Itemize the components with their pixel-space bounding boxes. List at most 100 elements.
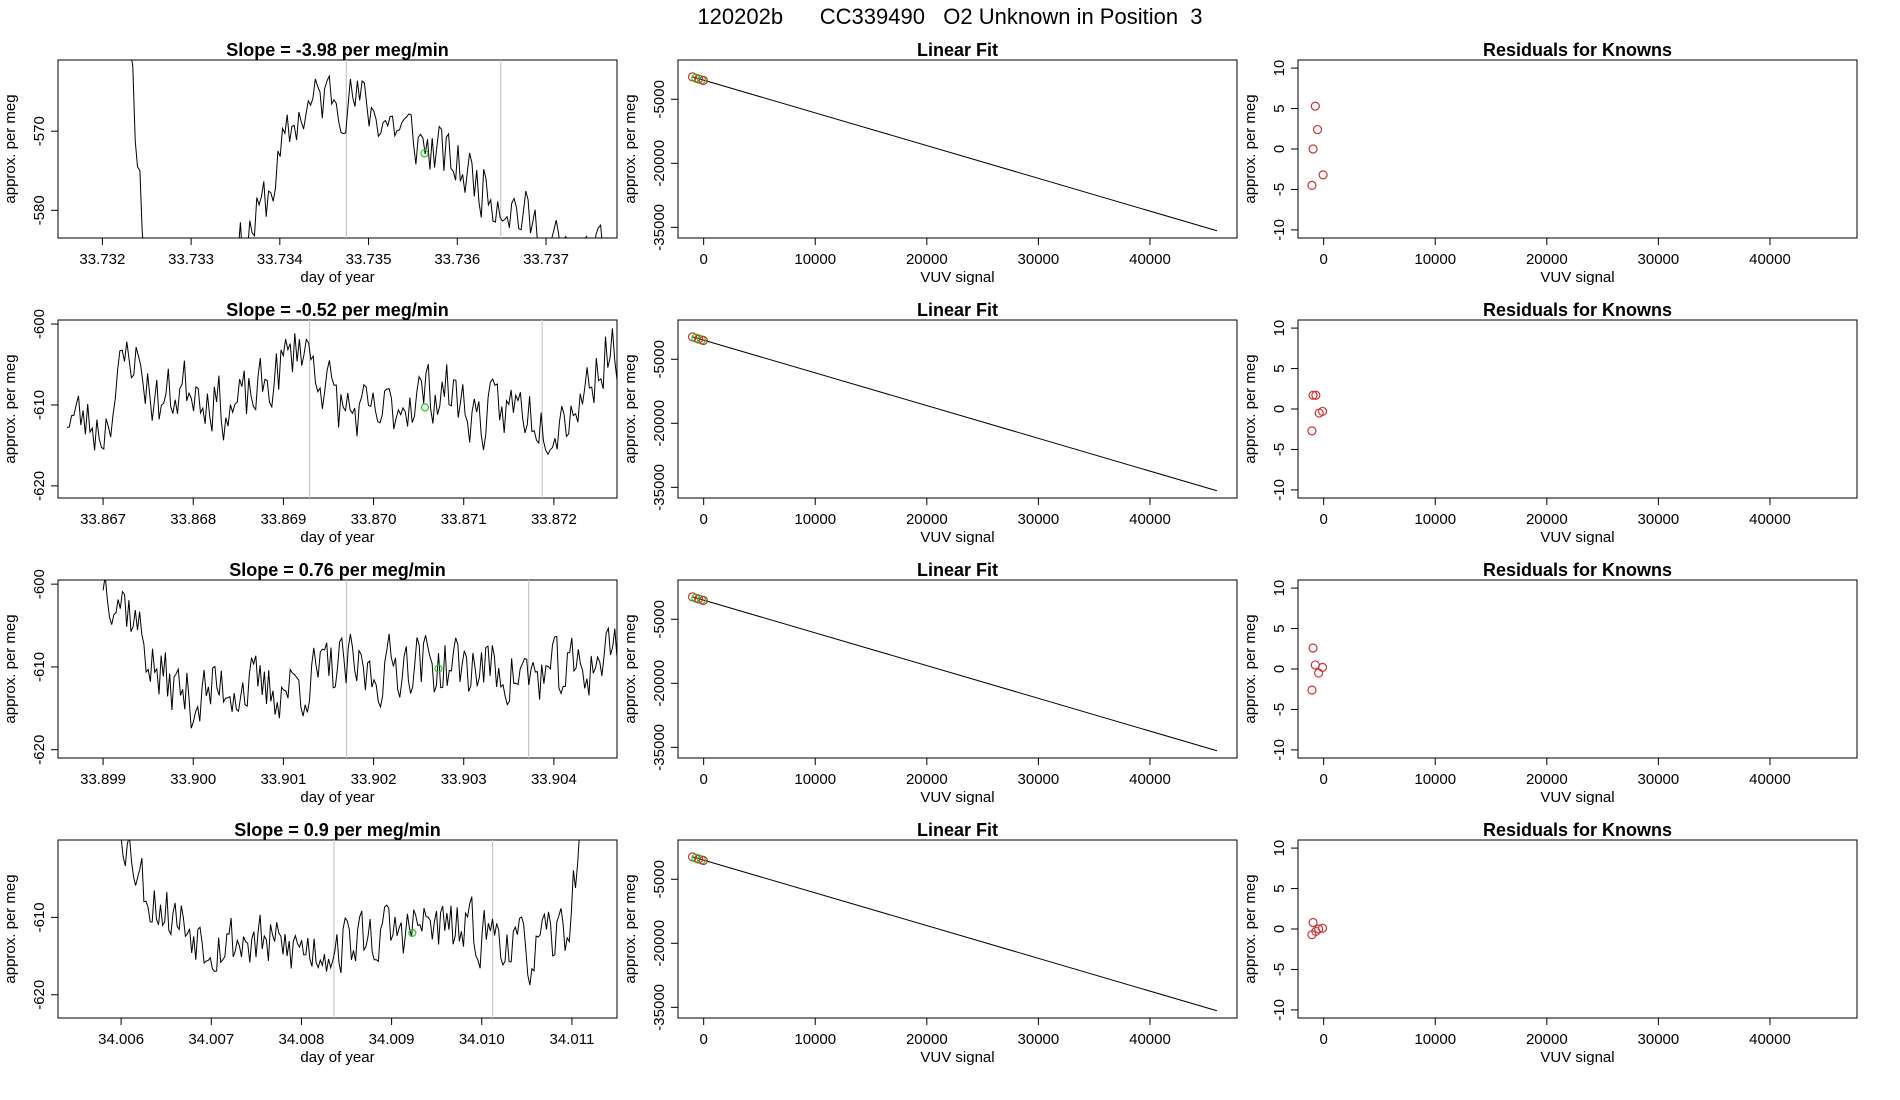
x-tick-label: 33.737 (523, 251, 569, 268)
x-tick-label: 33.902 (351, 771, 397, 788)
data-point (1307, 426, 1317, 436)
y-axis-label: approx. per meg (622, 354, 639, 463)
data-point (698, 335, 709, 346)
x-tick-label: 20000 (906, 771, 948, 788)
plot-frame (57, 579, 618, 759)
data-point (1307, 685, 1317, 695)
x-tick-label: 33.904 (531, 771, 577, 788)
y-tick-label: -5 (1271, 443, 1288, 456)
plot-frame (677, 839, 1238, 1019)
y-tick-label: -5000 (651, 600, 668, 638)
x-axis-label: VUV signal (920, 529, 994, 546)
x-tick-label: 33.736 (434, 251, 480, 268)
y-tick-label: -20000 (651, 920, 668, 967)
mean-point-marker (420, 403, 430, 412)
panel-title: Slope = -0.52 per meg/min (226, 300, 449, 320)
panel-title: Linear Fit (917, 40, 998, 60)
x-tick-label: 0 (699, 1031, 707, 1048)
y-axis-label: approx. per meg (1242, 354, 1259, 463)
y-tick-label: 10 (1271, 60, 1288, 77)
panel-title: Slope = -3.98 per meg/min (226, 40, 449, 60)
panel-title: Slope = 0.76 per meg/min (229, 560, 446, 580)
y-tick-label: -20000 (651, 660, 668, 707)
mean-point-marker (420, 149, 429, 158)
mean-point-marker (434, 664, 443, 673)
x-axis: 33.867 33.868 33.869 33.870 33.871 33.872 (80, 498, 577, 528)
x-tick-label: 34.011 (550, 1031, 595, 1048)
plot-area (687, 852, 1218, 1012)
x-tick-label: 10000 (1414, 1031, 1456, 1048)
panel-title: Residuals for Knowns (1483, 820, 1672, 840)
x-axis: 0 10000 20000 30000 40000 (699, 1018, 1171, 1048)
x-tick-label: 40000 (1129, 251, 1171, 268)
y-axis: -5000 -20000 -35000 (651, 80, 678, 251)
x-tick-label: 33.732 (79, 251, 125, 268)
y-tick-label: -600 (31, 569, 48, 599)
x-axis-label: day of year (300, 1049, 374, 1066)
plot-area (102, 580, 617, 758)
x-tick-label: 20000 (1526, 771, 1568, 788)
plot-frame (57, 319, 618, 499)
y-axis: -610 -620 (31, 902, 58, 1010)
plot-frame (57, 59, 618, 239)
plot-area (120, 840, 580, 1018)
panel-4-3: Residuals for Knowns 0 10000 20000 30000 4000… (1242, 820, 1858, 1066)
panel-3-2: Linear Fit 0 10000 20000 30000 40000 VUV signa… (622, 560, 1238, 806)
x-tick-label: 30000 (1018, 1031, 1060, 1048)
panel-title: Slope = 0.9 per meg/min (234, 820, 441, 840)
x-tick-label: 0 (699, 511, 707, 528)
plot-frame (57, 839, 618, 1019)
x-axis-label: day of year (300, 529, 374, 546)
data-point (1317, 923, 1328, 933)
data-point (1312, 124, 1323, 135)
y-tick-label: -610 (31, 390, 48, 420)
panel-3-1: Slope = 0.76 per meg/min 33.899 33.900 33.9… (2, 560, 618, 806)
y-tick-label: -10 (1271, 479, 1288, 501)
y-axis-label: approx. per meg (1242, 874, 1259, 983)
fit-line (692, 596, 1218, 752)
y-axis-label: approx. per meg (1242, 94, 1259, 203)
y-tick-label: -10 (1271, 999, 1288, 1021)
plot-area (687, 332, 1218, 492)
x-tick-label: 33.900 (170, 771, 216, 788)
plot-frame (1297, 59, 1858, 239)
panel-title: Linear Fit (917, 560, 998, 580)
x-tick-label: 20000 (906, 1031, 948, 1048)
data-point (698, 75, 709, 86)
panel-2-1: Slope = -0.52 per meg/min 33.867 33.868 33.… (2, 300, 618, 546)
x-tick-label: 0 (1319, 511, 1327, 528)
x-tick-label: 34.006 (98, 1031, 144, 1048)
data-point (1308, 643, 1318, 653)
x-tick-label: 33.868 (170, 511, 216, 528)
data-point (1317, 406, 1328, 417)
data-point (698, 855, 709, 866)
x-tick-label: 20000 (906, 251, 948, 268)
plot-area (1307, 917, 1328, 940)
y-axis-label: approx. per meg (1242, 614, 1259, 723)
y-axis: -5000 -20000 -35000 (651, 860, 678, 1031)
plot-area (1307, 643, 1328, 695)
plot-frame (1297, 319, 1858, 499)
panel-title: Linear Fit (917, 820, 998, 840)
y-axis: 10 5 0 -5 -10 (1271, 320, 1298, 501)
data-point (1311, 390, 1321, 400)
data-point (1314, 668, 1324, 678)
y-tick-label: -35000 (651, 464, 668, 511)
x-tick-label: 40000 (1749, 1031, 1791, 1048)
y-tick-label: 0 (1271, 405, 1288, 413)
y-axis-label: approx. per meg (2, 874, 19, 983)
y-axis-label: approx. per meg (2, 614, 19, 723)
time-series-line (66, 328, 617, 456)
y-tick-label: 5 (1271, 364, 1288, 372)
data-point (1310, 101, 1320, 111)
fit-line (692, 336, 1218, 492)
x-tick-label: 40000 (1129, 1031, 1171, 1048)
x-tick-label: 33.872 (531, 511, 577, 528)
figure-title: 120202b CC339490 O2 Unknown in Position … (697, 4, 1202, 29)
x-tick-label: 0 (1319, 771, 1327, 788)
x-axis: 0 10000 20000 30000 40000 (1319, 1018, 1791, 1048)
x-tick-label: 34.009 (369, 1031, 415, 1048)
